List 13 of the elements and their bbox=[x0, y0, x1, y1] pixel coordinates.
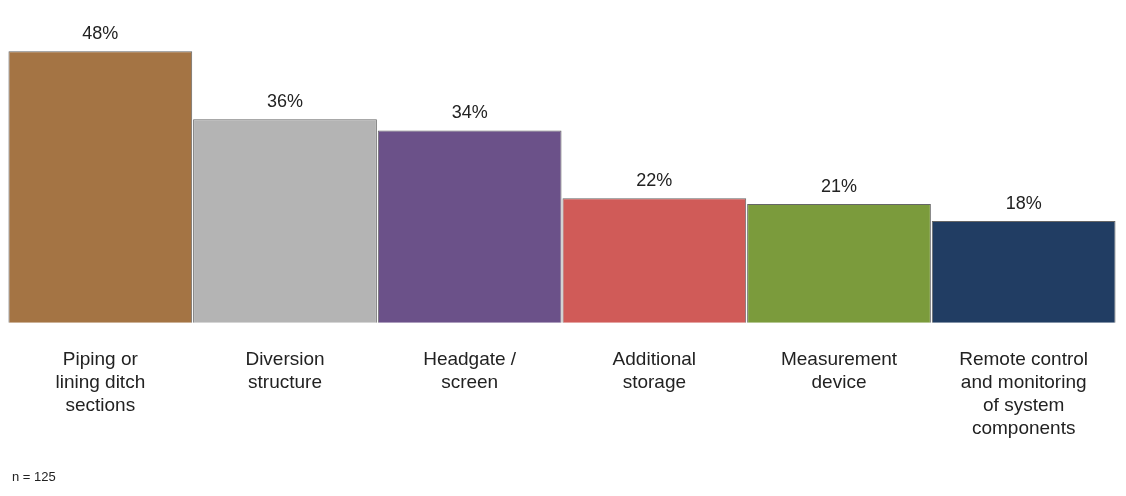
x-tick-label: Remote control and monitoring of system components bbox=[959, 348, 1089, 438]
data-label: 22% bbox=[636, 170, 673, 191]
data-label: 18% bbox=[1005, 192, 1042, 213]
x-tick-label: Measurement device bbox=[780, 348, 898, 393]
x-tick-label: Headgate / screen bbox=[423, 348, 517, 393]
text: n = 125 bbox=[12, 469, 56, 485]
data-label: 21% bbox=[820, 175, 858, 196]
x-tick-label: Diversion structure bbox=[245, 348, 325, 393]
x-tick-label: Piping or lining ditch sections bbox=[55, 348, 146, 416]
data-label: 48% bbox=[82, 23, 119, 44]
data-label: 34% bbox=[451, 102, 488, 123]
data-label: 36% bbox=[266, 91, 304, 112]
x-tick-label: Additional storage bbox=[612, 348, 697, 393]
